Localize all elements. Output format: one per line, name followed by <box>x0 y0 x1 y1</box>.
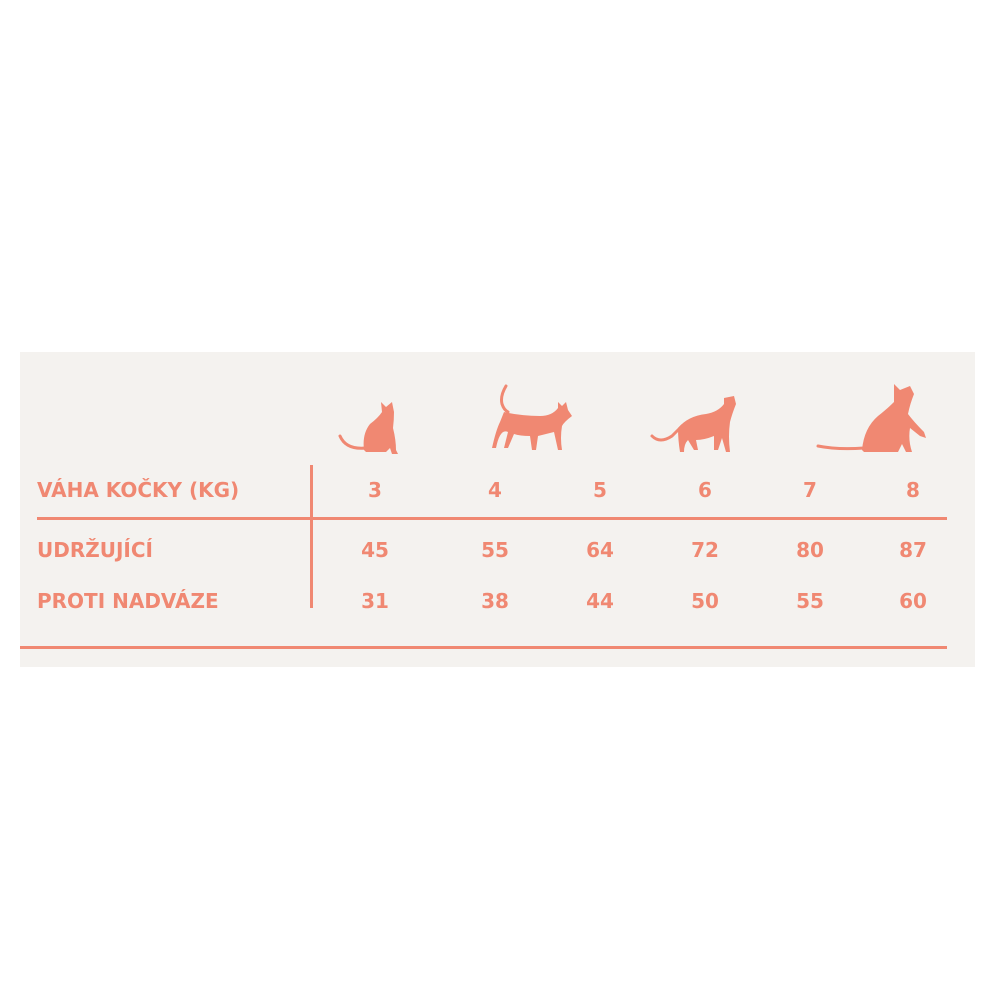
table-cell: 55 <box>481 538 509 562</box>
weight-value: 8 <box>906 478 920 502</box>
weight-value: 7 <box>803 478 817 502</box>
cat-sitting-large-icon <box>816 384 926 452</box>
table-cell: 45 <box>361 538 389 562</box>
table-cell: 64 <box>586 538 614 562</box>
column-divider <box>310 465 313 608</box>
cat-walking-icon <box>492 384 572 450</box>
table-cell: 60 <box>899 589 927 613</box>
table-cell: 44 <box>586 589 614 613</box>
weight-value: 3 <box>368 478 382 502</box>
weight-header-label: VÁHA KOČKY (KG) <box>37 478 240 502</box>
bottom-divider <box>20 646 947 649</box>
weight-value: 6 <box>698 478 712 502</box>
row-label-weight-control: PROTI NADVÁZE <box>37 589 219 613</box>
row-label-maintenance: UDRŽUJÍCÍ <box>37 538 153 562</box>
table-cell: 31 <box>361 589 389 613</box>
weight-value: 4 <box>488 478 502 502</box>
cat-stretching-icon <box>650 396 736 452</box>
table-cell: 55 <box>796 589 824 613</box>
feeding-table-panel <box>20 352 975 667</box>
table-cell: 38 <box>481 589 509 613</box>
table-cell: 50 <box>691 589 719 613</box>
table-cell: 87 <box>899 538 927 562</box>
cat-sitting-icon <box>338 402 398 454</box>
table-cell: 72 <box>691 538 719 562</box>
weight-value: 5 <box>593 478 607 502</box>
table-cell: 80 <box>796 538 824 562</box>
header-divider <box>37 517 947 520</box>
